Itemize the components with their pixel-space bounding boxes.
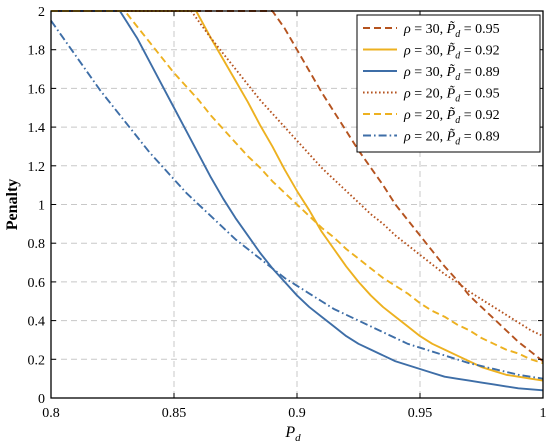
legend-box xyxy=(356,14,541,153)
series-line-3 xyxy=(51,10,544,392)
y-tick-label: 0 xyxy=(38,392,45,407)
y-tick-label: 1 xyxy=(38,199,45,214)
legend-label-6: ρ = 20, P̃d = 0.89 xyxy=(403,128,500,147)
y-tick-label: 1.8 xyxy=(28,44,46,59)
x-tick-label: 0.8 xyxy=(42,406,60,421)
y-tick-label: 2 xyxy=(38,5,45,20)
y-tick-label: 0.8 xyxy=(28,237,46,252)
x-axis-label: Pd xyxy=(284,424,301,444)
x-tick-label: 1 xyxy=(540,406,547,421)
legend-label-5: ρ = 20, P̃d = 0.92 xyxy=(403,107,500,126)
y-tick-label: 0.4 xyxy=(28,315,46,330)
series-lines xyxy=(50,10,544,392)
y-tick-label: 1.6 xyxy=(28,82,46,97)
y-tick-label: 1.2 xyxy=(28,160,46,175)
y-tick-label: 0.2 xyxy=(28,353,46,368)
series-line-5 xyxy=(51,10,544,365)
y-tick-label: 1.4 xyxy=(28,121,46,136)
series-line-2 xyxy=(51,10,544,382)
series-line-1 xyxy=(51,10,544,362)
legend-label-2: ρ = 30, P̃d = 0.92 xyxy=(403,42,500,61)
x-tick-label: 0.9 xyxy=(288,406,306,421)
y-tick-label: 0.6 xyxy=(28,276,46,291)
legend: ρ = 30, P̃d = 0.95 ρ = 30, P̃d = 0.92 ρ = … xyxy=(356,14,541,153)
axis-ticks: 0.8 0.85 0.9 0.95 1 0 0.2 0.4 0.6 0.8 1 1.2 1.4 1.6 1.… xyxy=(28,5,547,421)
series-line-6 xyxy=(50,20,544,380)
legend-label-3: ρ = 30, P̃d = 0.89 xyxy=(403,64,500,83)
legend-label-4: ρ = 20, P̃d = 0.95 xyxy=(403,85,500,104)
x-tick-label: 0.85 xyxy=(162,406,187,421)
legend-label-1: ρ = 30, P̃d = 0.95 xyxy=(403,21,500,40)
x-tick-label: 0.95 xyxy=(408,406,433,421)
y-axis-label: Penalty xyxy=(4,179,21,231)
